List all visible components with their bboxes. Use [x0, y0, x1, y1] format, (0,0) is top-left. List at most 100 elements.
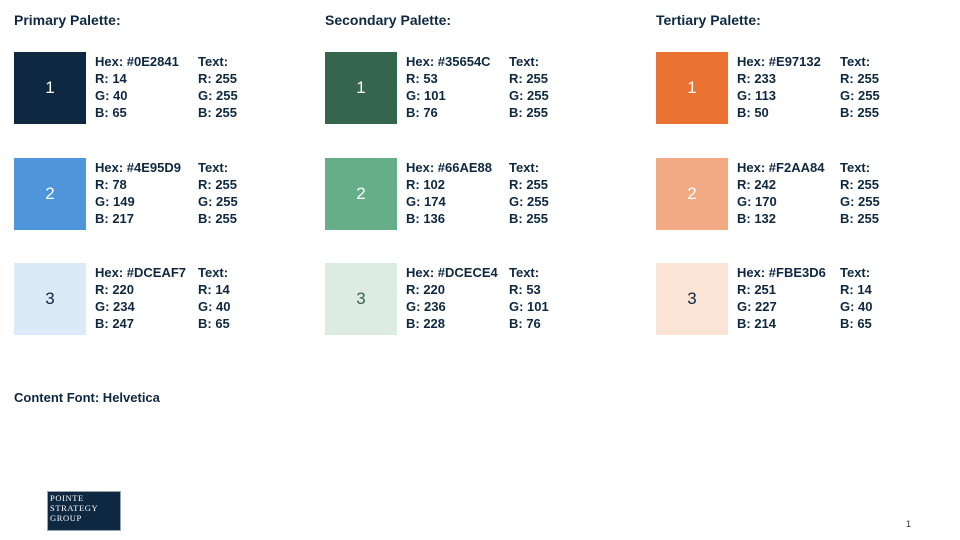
hex-value: Hex: #35654C [406, 54, 491, 69]
text-b-value: B: 255 [509, 105, 549, 120]
rgb-values: Hex: #4E95D9 R: 78 G: 149 B: 217 [95, 159, 181, 227]
text-label: Text: [509, 54, 540, 69]
color-swatch: 3 [325, 263, 397, 335]
palette-title: Tertiary Palette: [656, 12, 761, 28]
text-r-value: R: 255 [198, 177, 238, 192]
palette-title: Primary Palette: [14, 12, 121, 28]
swatch-row: 3 Hex: #FBE3D6 R: 251 G: 227 B: 214 Text… [656, 263, 956, 335]
color-swatch: 2 [325, 158, 397, 230]
swatch-number: 2 [687, 184, 697, 203]
swatch-row: 1 Hex: #0E2841 R: 14 G: 40 B: 65 Text: R… [14, 52, 314, 124]
g-value: G: 101 [406, 88, 446, 103]
text-r-value: R: 255 [509, 177, 549, 192]
swatch-number: 2 [356, 184, 366, 203]
color-swatch: 1 [656, 52, 728, 124]
text-label: Text: [198, 54, 229, 69]
palette-title: Secondary Palette: [325, 12, 452, 28]
hex-value: Hex: #F2AA84 [737, 160, 825, 175]
color-swatch: 2 [14, 158, 86, 230]
page-number: 1 [906, 519, 912, 529]
r-value: R: 53 [406, 71, 438, 86]
g-value: G: 40 [95, 88, 128, 103]
b-value: B: 65 [95, 105, 127, 120]
g-value: G: 174 [406, 194, 446, 209]
rgb-values: Hex: #E97132 R: 233 G: 113 B: 50 [737, 53, 821, 121]
swatch-row: 2 Hex: #4E95D9 R: 78 G: 149 B: 217 Text:… [14, 158, 314, 230]
text-color-values: Text: R: 255 G: 255 B: 255 [840, 53, 880, 121]
g-value: G: 113 [737, 88, 777, 103]
swatch-row: 1 Hex: #35654C R: 53 G: 101 B: 76 Text: … [325, 52, 625, 124]
r-value: R: 220 [95, 282, 135, 297]
text-color-values: Text: R: 14 G: 40 B: 65 [198, 264, 231, 332]
text-g-value: G: 255 [840, 88, 880, 103]
text-color-values: Text: R: 53 G: 101 B: 76 [509, 264, 549, 332]
rgb-values: Hex: #66AE88 R: 102 G: 174 B: 136 [406, 159, 492, 227]
text-g-value: G: 40 [198, 299, 231, 314]
rgb-values: Hex: #0E2841 R: 14 G: 40 B: 65 [95, 53, 179, 121]
color-swatch: 2 [656, 158, 728, 230]
text-color-values: Text: R: 255 G: 255 B: 255 [509, 159, 549, 227]
color-swatch: 1 [14, 52, 86, 124]
hex-value: Hex: #0E2841 [95, 54, 179, 69]
text-g-value: G: 255 [509, 194, 549, 209]
text-r-value: R: 14 [198, 282, 230, 297]
content-font-label: Content Font: Helvetica [14, 390, 160, 405]
secondary-palette: Secondary Palette: 1 Hex: #35654C R: 53 … [325, 0, 625, 340]
swatch-number: 3 [687, 289, 697, 308]
r-value: R: 220 [406, 282, 446, 297]
text-g-value: G: 101 [509, 299, 549, 314]
text-label: Text: [840, 54, 871, 69]
text-b-value: B: 255 [840, 211, 880, 226]
hex-value: Hex: #66AE88 [406, 160, 492, 175]
text-b-value: B: 65 [198, 316, 230, 331]
text-g-value: G: 255 [840, 194, 880, 209]
text-b-value: B: 255 [840, 105, 880, 120]
swatch-row: 1 Hex: #E97132 R: 233 G: 113 B: 50 Text:… [656, 52, 956, 124]
swatch-number: 3 [356, 289, 366, 308]
text-label: Text: [509, 265, 540, 280]
text-label: Text: [198, 265, 229, 280]
text-g-value: G: 255 [509, 88, 549, 103]
hex-value: Hex: #FBE3D6 [737, 265, 826, 280]
logo-line: GROUP [50, 513, 82, 523]
text-r-value: R: 255 [509, 71, 549, 86]
g-value: G: 170 [737, 194, 777, 209]
rgb-values: Hex: #DCEAF7 R: 220 G: 234 B: 247 [95, 264, 186, 332]
text-b-value: B: 65 [840, 316, 872, 331]
text-r-value: R: 14 [840, 282, 872, 297]
hex-value: Hex: #DCEAF7 [95, 265, 187, 280]
text-g-value: G: 255 [198, 88, 238, 103]
rgb-values: Hex: #FBE3D6 R: 251 G: 227 B: 214 [737, 264, 826, 332]
swatch-row: 2 Hex: #F2AA84 R: 242 G: 170 B: 132 Text… [656, 158, 956, 230]
r-value: R: 242 [737, 177, 777, 192]
text-b-value: B: 255 [198, 105, 238, 120]
b-value: B: 228 [406, 316, 446, 331]
r-value: R: 14 [95, 71, 127, 86]
swatch-number: 1 [45, 78, 55, 97]
swatch-row: 2 Hex: #66AE88 R: 102 G: 174 B: 136 Text… [325, 158, 625, 230]
text-b-value: B: 255 [198, 211, 238, 226]
g-value: G: 149 [95, 194, 135, 209]
swatch-number: 1 [687, 78, 697, 97]
text-r-value: R: 255 [198, 71, 238, 86]
r-value: R: 251 [737, 282, 777, 297]
text-label: Text: [840, 160, 871, 175]
color-swatch: 1 [325, 52, 397, 124]
logo-line: POINTE [50, 493, 84, 503]
rgb-values: Hex: #F2AA84 R: 242 G: 170 B: 132 [737, 159, 824, 227]
primary-palette: Primary Palette: 1 Hex: #0E2841 R: 14 G:… [14, 0, 314, 340]
swatch-row: 3 Hex: #DCECE4 R: 220 G: 236 B: 228 Text… [325, 263, 625, 335]
text-label: Text: [509, 160, 540, 175]
tertiary-palette: Tertiary Palette: 1 Hex: #E97132 R: 233 … [656, 0, 956, 340]
text-g-value: G: 40 [840, 299, 873, 314]
b-value: B: 247 [95, 316, 135, 331]
text-r-value: R: 255 [840, 177, 880, 192]
rgb-values: Hex: #DCECE4 R: 220 G: 236 B: 228 [406, 264, 498, 332]
text-label: Text: [198, 160, 229, 175]
r-value: R: 233 [737, 71, 777, 86]
hex-value: Hex: #DCECE4 [406, 265, 498, 280]
color-swatch: 3 [14, 263, 86, 335]
color-swatch: 3 [656, 263, 728, 335]
logo-line: STRATEGY [50, 503, 99, 513]
g-value: G: 227 [737, 299, 777, 314]
